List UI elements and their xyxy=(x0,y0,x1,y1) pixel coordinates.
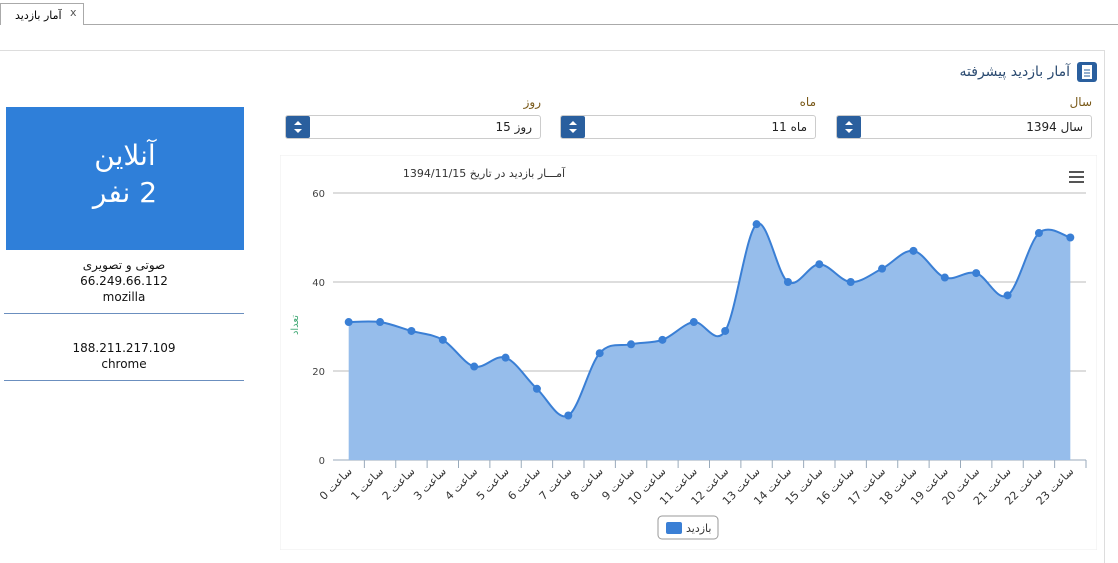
point xyxy=(721,326,730,335)
chart: آمـــار بازدید در تاریخ 1394/11/15 تعداد… xyxy=(280,155,1097,550)
filter-select[interactable]: ماه 11 xyxy=(560,115,816,139)
visitor-ip: 66.249.66.112 xyxy=(80,274,168,288)
tab-title: آمار بازدید xyxy=(15,9,62,22)
point xyxy=(815,260,824,269)
filter-label: سال xyxy=(1069,95,1092,109)
visitor-title: صوتی و تصویری xyxy=(82,258,166,272)
menu-icon[interactable] xyxy=(1069,171,1084,183)
legend-swatch xyxy=(666,522,682,534)
point xyxy=(470,362,479,371)
point xyxy=(940,273,949,282)
point xyxy=(909,246,918,255)
visitor-browser: chrome xyxy=(101,357,147,371)
point xyxy=(501,353,510,362)
visitor-browser: mozilla xyxy=(102,290,146,304)
point xyxy=(438,335,447,344)
tab[interactable]: آمار بازدید x xyxy=(0,3,84,25)
point xyxy=(972,269,981,278)
select-button[interactable] xyxy=(561,116,585,138)
point xyxy=(1034,229,1043,238)
select-button[interactable] xyxy=(286,116,310,138)
point xyxy=(1003,291,1012,300)
filter-value: روز 15 xyxy=(495,120,532,134)
visitor-ip: 188.211.217.109 xyxy=(72,341,176,355)
point xyxy=(627,340,636,349)
select-button[interactable] xyxy=(837,116,861,138)
point xyxy=(344,318,353,327)
tab-close[interactable]: x xyxy=(70,6,77,19)
y-tick-label: 40 xyxy=(312,278,325,289)
point xyxy=(689,318,698,327)
point xyxy=(532,384,541,393)
chart-title: آمـــار بازدید در تاریخ 1394/11/15 xyxy=(403,166,566,180)
panel xyxy=(0,50,1105,563)
point xyxy=(752,220,761,229)
tab-bar-line xyxy=(0,24,1118,25)
point xyxy=(595,349,604,358)
area xyxy=(348,223,1071,460)
visitor: صوتی و تصویری 66.249.66.112 mozilla xyxy=(4,256,244,314)
filter-select[interactable]: سال 1394 xyxy=(836,115,1092,139)
filter-value: سال 1394 xyxy=(1026,120,1083,134)
filter-select[interactable]: روز 15 xyxy=(285,115,541,139)
y-axis-title: تعداد xyxy=(290,315,301,335)
point xyxy=(376,318,385,327)
filter-label: روز xyxy=(523,95,541,109)
online-title: آنلاین xyxy=(94,139,156,172)
online-box: آنلاین 2 نفر xyxy=(6,107,244,250)
panel-icon xyxy=(1077,62,1097,82)
filter-value: ماه 11 xyxy=(771,120,807,134)
point xyxy=(878,264,887,273)
point xyxy=(783,278,792,286)
point xyxy=(658,335,667,344)
legend-label: بازدید xyxy=(686,522,711,535)
point xyxy=(846,278,855,286)
point xyxy=(1066,233,1075,242)
y-tick-label: 0 xyxy=(319,456,325,467)
online-count: 2 نفر xyxy=(92,176,158,209)
y-tick-label: 60 xyxy=(312,189,325,200)
point xyxy=(407,326,416,335)
filter-label: ماه xyxy=(799,95,816,109)
y-tick-label: 20 xyxy=(312,367,325,378)
point xyxy=(564,411,573,420)
panel-title: آمار بازدید پیشرفته xyxy=(959,64,1070,80)
visitor: 188.211.217.109 chrome xyxy=(4,341,244,381)
